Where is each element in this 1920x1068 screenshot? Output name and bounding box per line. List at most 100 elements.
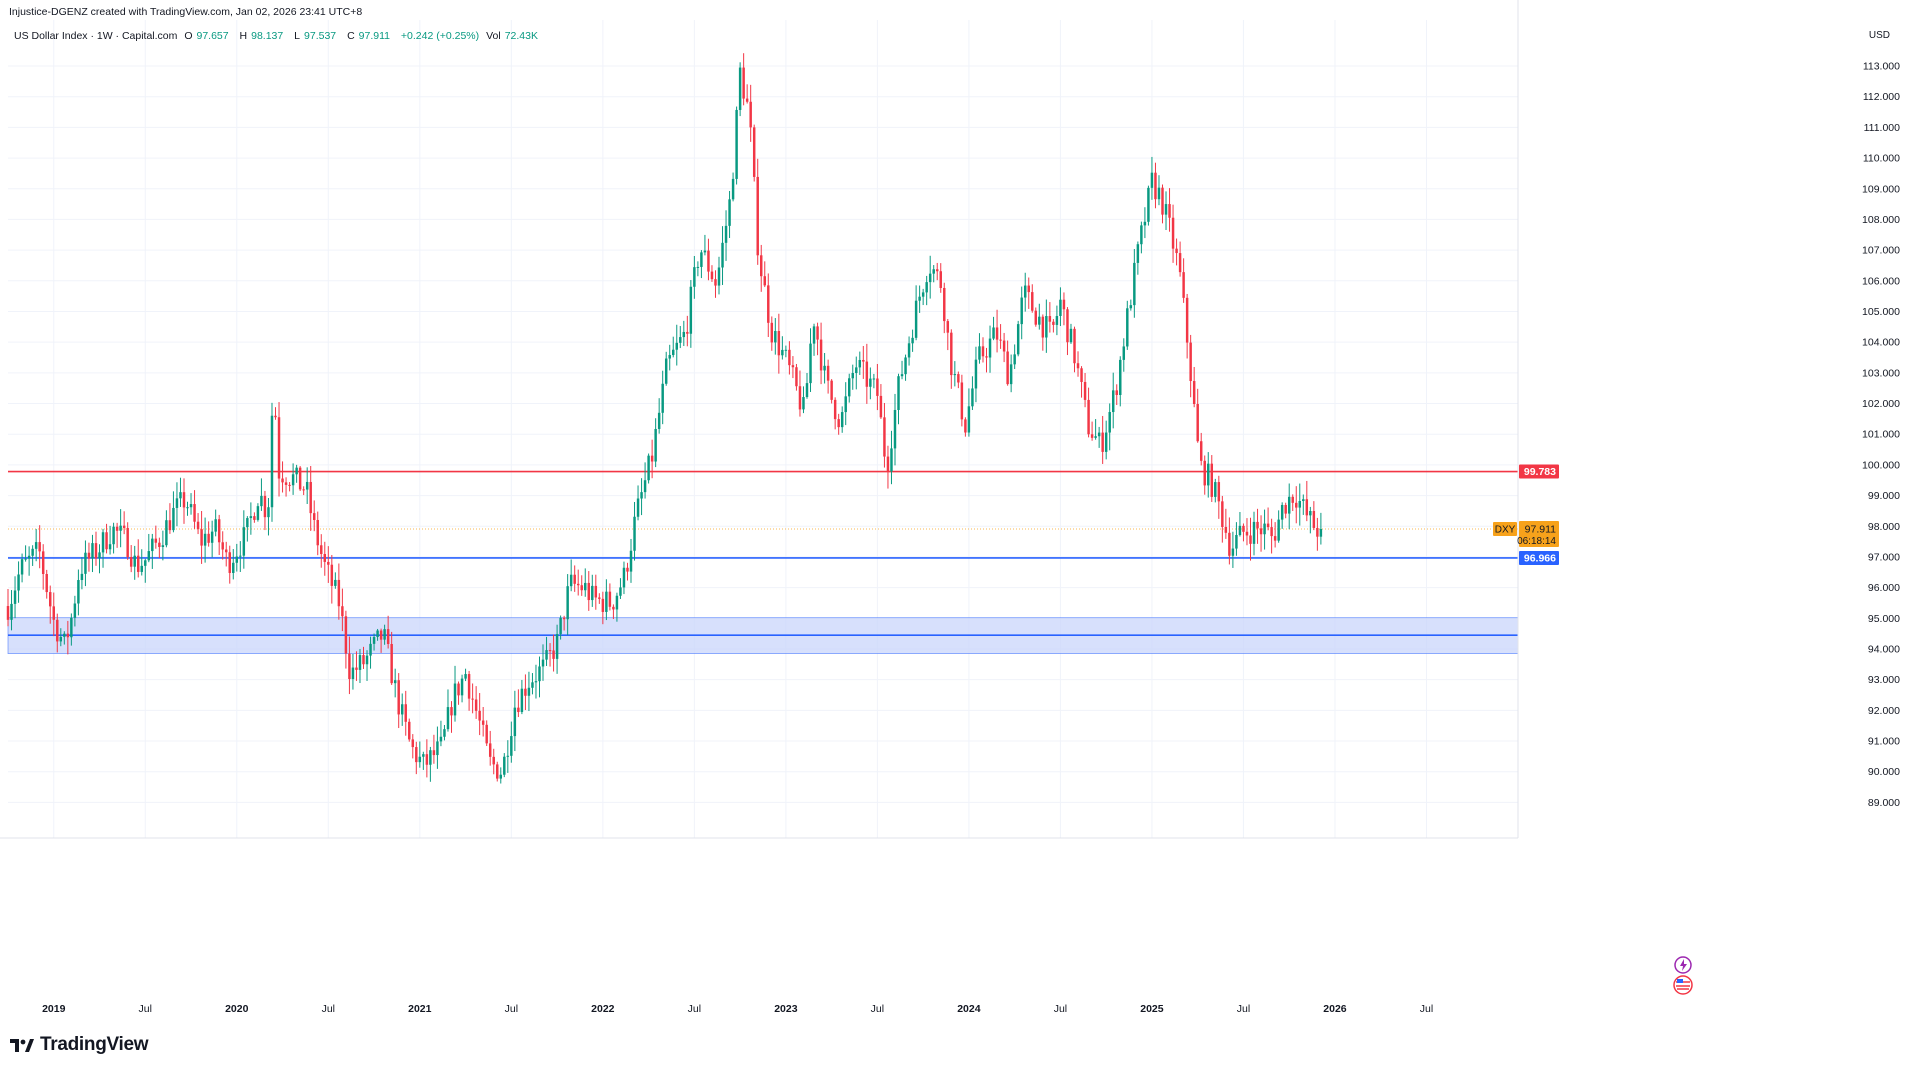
candle-body xyxy=(1016,324,1020,355)
candle-body xyxy=(995,327,999,340)
candle-body xyxy=(13,590,17,604)
time-tick-label: Jul xyxy=(688,1003,701,1015)
symbol-name[interactable]: US Dollar Index · 1W · Capital.com xyxy=(14,30,178,42)
time-axis[interactable]: 2019 Jul 2020 Jul 2021 Jul 2022 Jul 2023 Jul 2024 J… xyxy=(42,1003,1433,1015)
price-tick-label: 99.000 xyxy=(1868,490,1900,502)
candle-body xyxy=(295,467,298,475)
candle-body xyxy=(1020,297,1023,325)
candle-body xyxy=(798,386,802,410)
price-tick-label: 111.000 xyxy=(1864,122,1901,134)
candle-body xyxy=(608,591,612,607)
candle-body xyxy=(548,650,552,652)
candle-body xyxy=(73,603,77,618)
candle-body xyxy=(562,617,566,620)
candle-body xyxy=(1182,272,1185,298)
candle-body xyxy=(661,383,664,413)
candle-body xyxy=(1083,381,1087,400)
support-price-label-bg xyxy=(1519,550,1559,565)
candle-body xyxy=(756,176,759,256)
candle-body xyxy=(510,736,513,756)
candle-body xyxy=(883,417,886,457)
candle-body xyxy=(717,267,721,286)
price-tick-label: 91.000 xyxy=(1868,736,1900,748)
candle-body xyxy=(1126,308,1129,347)
candle-body xyxy=(474,699,478,711)
candle-body xyxy=(893,409,897,449)
candle-body xyxy=(1168,204,1171,218)
resistance-price-label-bg xyxy=(1519,464,1559,479)
flash-icon-glyph xyxy=(1680,959,1687,971)
time-tick-label: 2021 xyxy=(408,1003,432,1015)
candle-body xyxy=(858,359,862,368)
ohlc-high: H 98.137 xyxy=(239,30,284,42)
event-icons[interactable] xyxy=(1673,956,1693,995)
candle-body xyxy=(541,659,545,667)
candle-body xyxy=(777,330,781,356)
candle-body xyxy=(879,395,883,418)
candle-body xyxy=(657,412,661,429)
candle-body xyxy=(735,109,738,179)
price-tick-label: 106.000 xyxy=(1862,275,1900,287)
candle-body xyxy=(862,359,865,362)
candle-body xyxy=(1231,548,1235,556)
candle-body xyxy=(964,419,967,433)
time-tick-label: 2025 xyxy=(1140,1003,1164,1015)
symbol-legend[interactable]: US Dollar Index · 1W · Capital.com O 97.6… xyxy=(14,30,546,42)
tradingview-logo[interactable]: TradingView xyxy=(10,1034,149,1056)
candle-body xyxy=(802,397,805,410)
candle-body xyxy=(147,551,151,561)
price-tick-label: 94.000 xyxy=(1868,643,1900,655)
candle-body xyxy=(249,516,253,519)
candles xyxy=(6,53,1323,784)
candle-body xyxy=(305,481,309,490)
candle-body xyxy=(133,555,136,567)
us-flag-icon[interactable] xyxy=(1673,975,1693,995)
candle-body xyxy=(129,556,133,567)
candle-body xyxy=(538,666,541,682)
candle-body xyxy=(193,504,196,522)
candle-body xyxy=(253,516,256,520)
candle-body xyxy=(897,376,900,410)
candle-body xyxy=(960,382,964,420)
candle-body xyxy=(210,531,214,543)
candle-body xyxy=(855,367,858,373)
candle-body xyxy=(584,582,587,591)
price-tick-label: 113.000 xyxy=(1863,61,1900,73)
candle-body xyxy=(1287,496,1291,514)
candle-body xyxy=(1129,305,1133,309)
candle-body xyxy=(140,565,143,572)
time-tick-label: Jul xyxy=(139,1003,152,1015)
time-tick-label: 2023 xyxy=(774,1003,798,1015)
us-flag-icon-canton xyxy=(1677,979,1683,983)
time-tick-label: Jul xyxy=(1054,1003,1067,1015)
candle-body xyxy=(298,467,302,490)
candle-body xyxy=(492,756,495,765)
candle-body xyxy=(316,519,319,546)
candle-body xyxy=(1034,310,1038,325)
candle-body xyxy=(1133,262,1136,306)
price-tick-label: 104.000 xyxy=(1862,337,1900,349)
time-tick-label: Jul xyxy=(505,1003,518,1015)
candle-body xyxy=(45,574,48,593)
time-tick-label: 2019 xyxy=(42,1003,66,1015)
candle-body xyxy=(1238,525,1242,536)
candle-body xyxy=(277,417,281,479)
candle-body xyxy=(175,498,179,508)
candle-body xyxy=(274,415,277,418)
time-tick-label: 2022 xyxy=(591,1003,615,1015)
candle-body xyxy=(654,428,657,462)
candle-body xyxy=(601,598,605,612)
currency-label[interactable]: USD xyxy=(1868,30,1890,41)
candle-body xyxy=(464,674,467,679)
candle-body xyxy=(781,349,784,356)
price-axis[interactable]: 89.000 90.000 91.000 92.000 93.000 94.000 95.0… xyxy=(0,0,1901,839)
candle-body xyxy=(179,492,182,499)
candle-body xyxy=(84,552,87,574)
candle-body xyxy=(795,367,798,387)
candle-body xyxy=(675,342,678,350)
candle-body xyxy=(70,617,73,638)
candle-body xyxy=(1080,368,1083,382)
candle-body xyxy=(119,525,122,531)
candle-body xyxy=(232,562,235,573)
